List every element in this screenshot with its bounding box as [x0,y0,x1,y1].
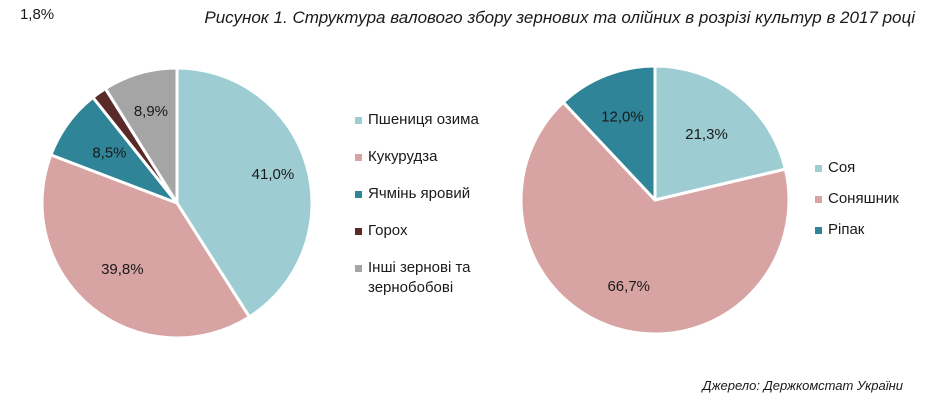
legend-swatch [355,228,362,235]
legend-item-kukurudza: Кукурудза [355,147,518,167]
pie-slice-ripak [561,64,657,202]
data-label-inshi-zernovi-ta-zernobobovi: 8,9% [134,103,168,120]
legend-item-inshi-zernovi-ta-zernobobovi: Інші зернові та зернобобові [355,258,518,298]
data-label-soniashnyk: 66,7% [607,278,650,295]
source-note: Джерело: Держкомстат України [702,378,903,393]
legend-item-ripak: Ріпак [815,220,899,240]
legend-label: Кукурудза [368,148,438,165]
chart-title: Рисунок 1. Структура валового збору зерн… [204,8,915,27]
pie-slice-soia [653,64,787,202]
pie-slice-inshi-zernovi-ta-zernobobovi [103,66,179,205]
legend-swatch [355,265,362,272]
legend-label: Горох [368,222,408,239]
legend-swatch [355,154,362,161]
legend-label: Соя [828,159,856,176]
legend-item-soniashnyk: Соняшник [815,189,899,209]
legend-label: Інші зернові та зернобобові [368,259,471,296]
data-label-horokh: 1,8% [20,6,54,23]
legend-label: Соняшник [828,190,899,207]
legend-item-pshenytsia-ozyma: Пшениця озима [355,110,518,130]
data-label-soia: 21,3% [685,126,728,143]
pie-chart-grain: 41,0% 39,8% 8,5% 1,8% 8,9% [20,6,314,340]
legend-label: Ячмінь яровий [368,185,471,202]
legend-swatch [815,227,822,234]
legend-item-iachmin-iarovyi: Ячмінь яровий [355,184,518,204]
legend-label: Пшениця озима [368,111,479,128]
pie-chart-oilseeds: 21,3% 66,7% 12,0% [519,64,791,336]
pie-slice-soniashnyk [519,100,791,336]
legend-swatch [355,117,362,124]
legend-label: Ріпак [828,221,865,238]
legend-swatch [815,196,822,203]
data-label-iachmin-iarovyi: 8,5% [92,145,126,162]
legend-item-horokh: Горох [355,221,518,241]
legend-oilseeds: Соя Соняшник Ріпак [815,158,899,251]
data-label-pshenytsia-ozyma: 41,0% [252,166,295,183]
legend-swatch [355,191,362,198]
legend-swatch [815,165,822,172]
legend-grain: Пшениця озима Кукурудза Ячмінь яровий Горох… [355,110,518,315]
legend-item-soia: Соя [815,158,899,178]
pie-slice-kukurudza [40,153,251,340]
data-label-kukurudza: 39,8% [101,261,144,278]
data-label-ripak: 12,0% [601,109,644,126]
